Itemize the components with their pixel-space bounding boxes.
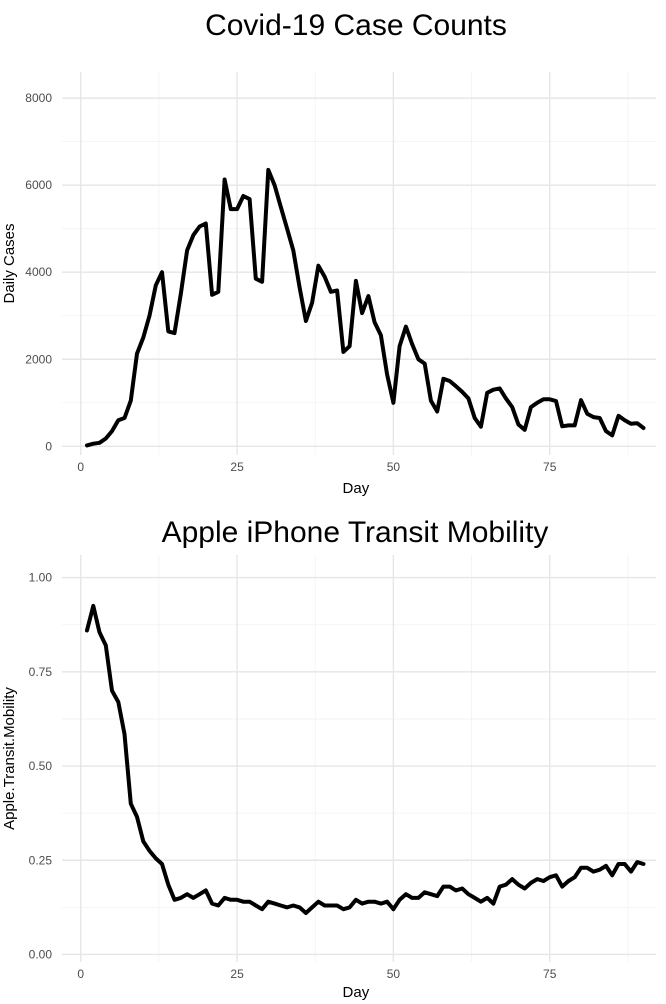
chart-panel-1: 0 25 50 75 0 2000 4000 6000 8000 Covid-19 Case Co… [1,9,656,497]
series-line [85,603,646,915]
x-tick-label: 0 [77,460,84,474]
x-axis-label: Day [343,480,370,497]
chart-panel-2: 0 25 50 75 0.00 0.25 0.50 0.75 1.00 Apple iPhone … [1,516,656,1001]
x-tick-label: 75 [543,967,557,981]
x-axis-label: Day [343,984,370,1001]
x-tick-label: 50 [387,460,401,474]
y-tick-label: 8000 [25,91,52,105]
y-axis-label: Apple.Transit.Mobility [1,687,18,830]
chart-title: Apple iPhone Transit Mobility [162,516,549,549]
y-axis-label: Daily Cases [1,223,18,303]
y-tick-label: 4000 [25,265,52,279]
chart-title: Covid-19 Case Counts [205,9,507,42]
y-tick-label: 0.50 [29,759,53,773]
y-tick-label: 0.25 [29,853,53,867]
y-tick-label: 1.00 [29,571,53,585]
y-tick-label: 0.00 [29,947,53,961]
y-tick-label: 0.75 [29,665,53,679]
series-line [85,167,646,448]
x-tick-label: 25 [230,967,244,981]
x-tick-label: 25 [230,460,244,474]
y-tick-label: 6000 [25,178,52,192]
x-tick-label: 50 [387,967,401,981]
y-tick-label: 0 [45,439,52,453]
y-tick-label: 2000 [25,352,52,366]
x-tick-label: 75 [543,460,557,474]
x-tick-label: 0 [77,967,84,981]
